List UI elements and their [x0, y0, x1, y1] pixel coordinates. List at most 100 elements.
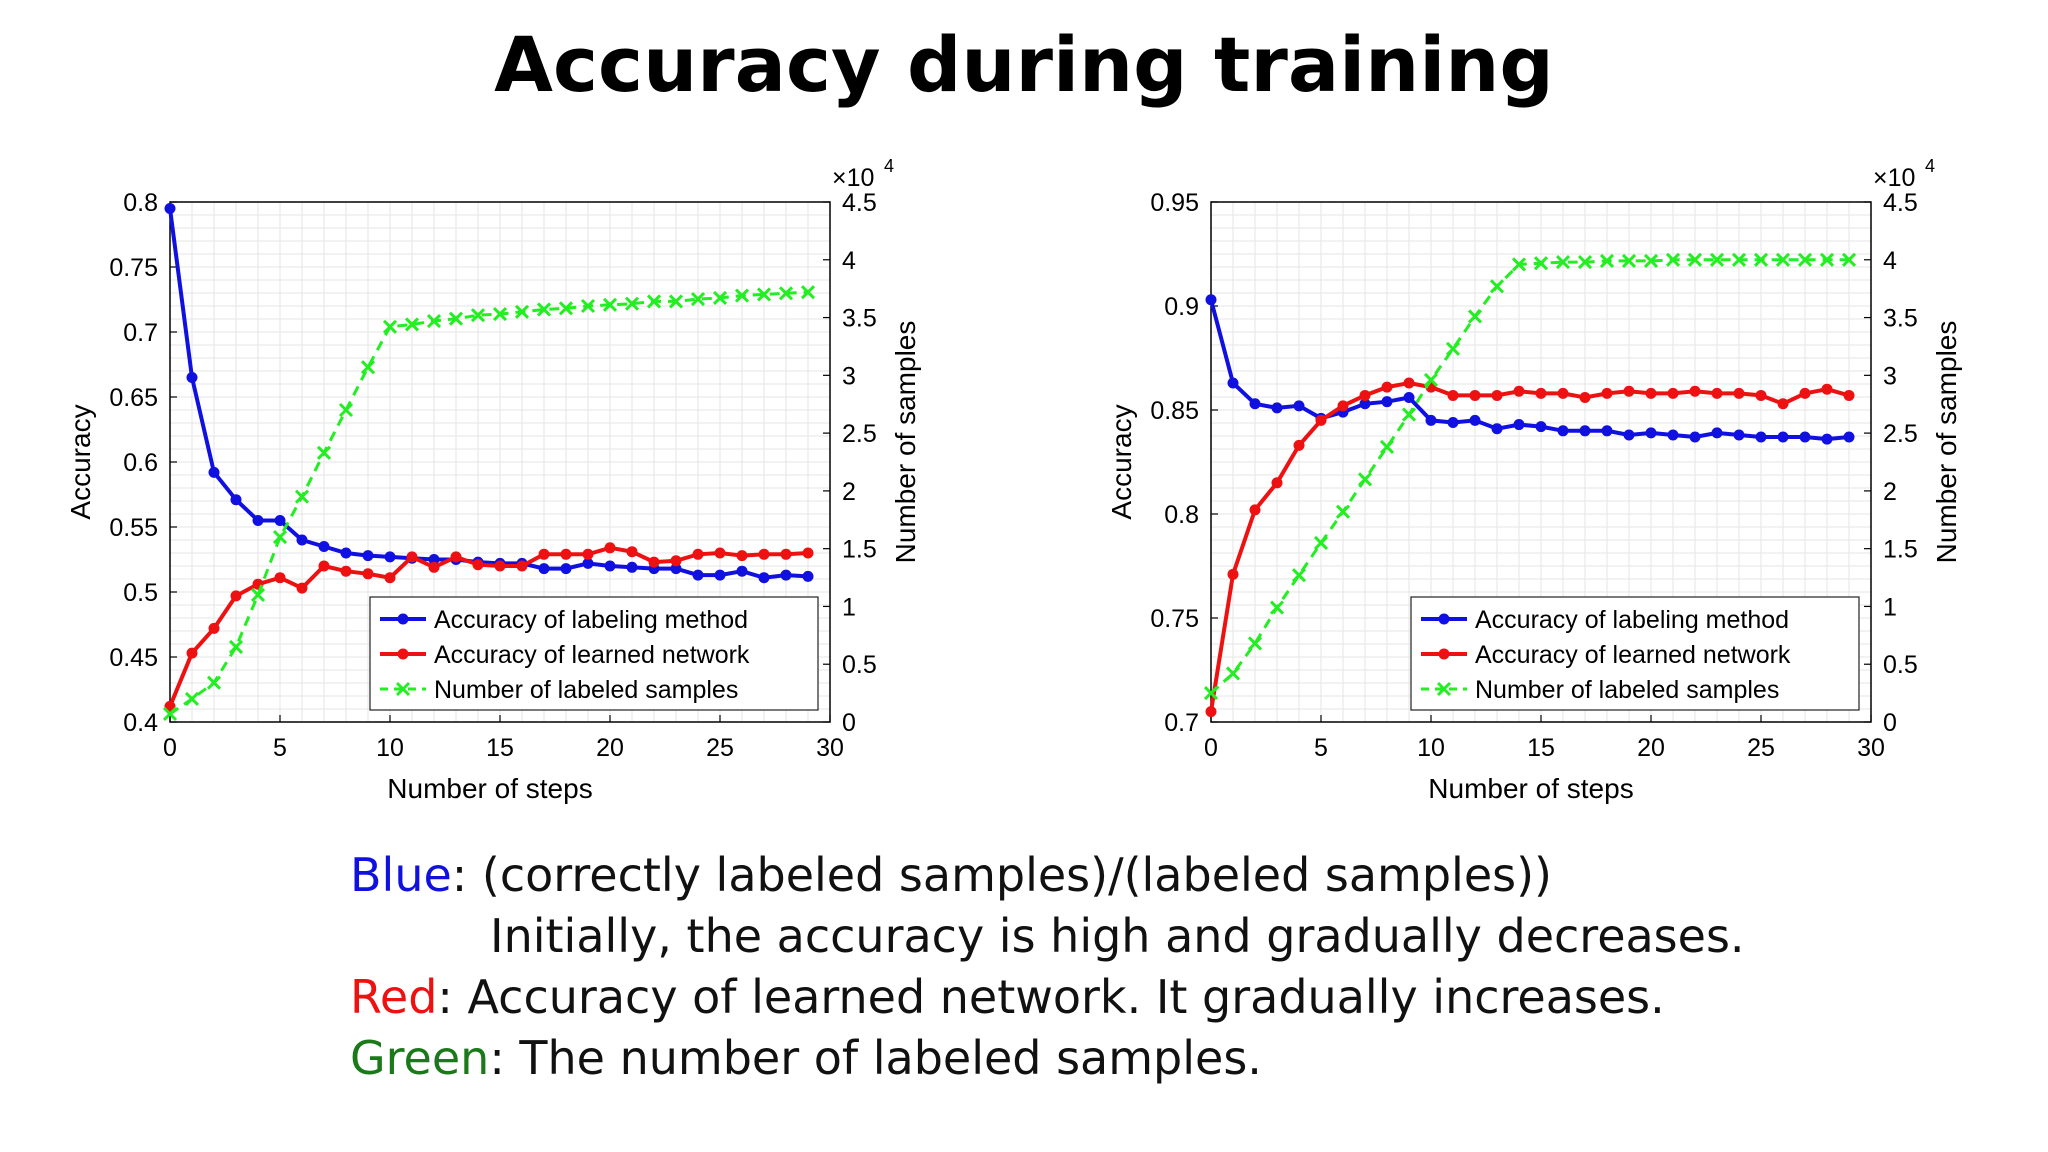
data-point — [1667, 387, 1679, 399]
data-point — [1511, 257, 1527, 272]
data-point — [692, 569, 704, 581]
y2-tick-label: 1 — [1883, 593, 1897, 621]
y2-axis-label: Number of samples — [890, 321, 921, 564]
data-point-stroke — [1577, 255, 1593, 270]
legend-marker — [1438, 613, 1450, 625]
y2-tick-label: 4.5 — [842, 189, 877, 217]
data-point-stroke — [1335, 504, 1351, 519]
legend-item: Accuracy of labeling method — [1421, 606, 1789, 634]
data-point — [1203, 686, 1219, 701]
x-tick-label: 0 — [163, 734, 177, 762]
data-point — [1293, 400, 1305, 412]
data-point-stroke — [294, 489, 310, 504]
data-point — [1535, 387, 1547, 399]
data-point — [1577, 255, 1593, 270]
data-point — [1467, 309, 1483, 324]
data-point — [1843, 431, 1855, 443]
data-point — [626, 546, 638, 558]
data-point — [1469, 414, 1481, 426]
data-point — [1711, 387, 1723, 399]
data-point — [360, 360, 376, 375]
y2-exponent-label: ×10 — [832, 164, 874, 192]
y2-tick-label: 4 — [842, 247, 856, 275]
data-point — [1687, 252, 1703, 267]
data-point — [1557, 425, 1569, 437]
x-axis-label: Number of steps — [387, 773, 592, 804]
data-point — [340, 565, 352, 577]
data-point-stroke — [206, 675, 222, 690]
legend-marker — [395, 681, 411, 697]
data-point — [1645, 427, 1657, 439]
data-point — [230, 590, 242, 602]
data-point — [1623, 385, 1635, 397]
data-point — [472, 559, 484, 571]
x-tick-label: 15 — [1527, 734, 1555, 762]
series-3 — [1203, 252, 1857, 701]
y2-tick-label: 3 — [842, 362, 856, 390]
y2-tick-label: 4.5 — [1883, 189, 1918, 217]
data-point — [1689, 385, 1701, 397]
data-point — [1227, 568, 1239, 580]
data-point — [1777, 398, 1789, 410]
data-point — [734, 288, 750, 303]
data-point-stroke — [1511, 257, 1527, 272]
data-point — [206, 675, 222, 690]
series-2 — [164, 542, 814, 712]
y2-tick-label: 2.5 — [842, 420, 877, 448]
data-point — [1225, 666, 1241, 681]
y-axis-label: Accuracy — [65, 404, 96, 519]
caption-red-line: Red: Accuracy of learned network. It gra… — [350, 967, 1745, 1028]
legend-label: Number of labeled samples — [434, 676, 738, 704]
data-point — [604, 560, 616, 572]
legend-marker — [397, 613, 409, 625]
legend-label: Accuracy of labeling method — [1475, 606, 1789, 634]
x-tick-label: 15 — [486, 734, 514, 762]
data-point — [316, 445, 332, 460]
data-point — [1379, 439, 1395, 455]
y2-tick-label: 0 — [842, 709, 856, 737]
data-point-stroke — [470, 308, 486, 323]
data-point — [1447, 416, 1459, 428]
data-point — [318, 541, 330, 552]
y-tick-label: 0.95 — [1150, 189, 1199, 217]
data-point — [1293, 439, 1305, 451]
data-point — [758, 548, 770, 560]
data-point — [1533, 256, 1549, 271]
data-point — [406, 551, 418, 563]
data-point-stroke — [426, 313, 442, 329]
data-point-stroke — [1423, 372, 1439, 388]
data-point — [426, 313, 442, 329]
data-point — [294, 489, 310, 504]
data-point — [428, 554, 440, 565]
data-point — [164, 203, 176, 214]
data-point — [230, 494, 242, 506]
data-point-stroke — [734, 288, 750, 303]
series-3 — [162, 285, 816, 721]
data-point — [516, 560, 528, 572]
data-point-stroke — [1621, 253, 1637, 268]
data-point — [1205, 706, 1217, 718]
legend-label: Accuracy of learned network — [1475, 641, 1791, 669]
data-point — [538, 548, 550, 560]
data-point — [1579, 392, 1591, 404]
y-tick-label: 0.9 — [1164, 293, 1199, 321]
x-tick-label: 5 — [273, 734, 287, 762]
series-2 — [1205, 377, 1855, 718]
data-point — [184, 691, 200, 706]
series-1 — [1205, 294, 1855, 445]
legend-item: Number of labeled samples — [380, 676, 738, 704]
data-point — [1381, 381, 1393, 393]
data-point — [1755, 431, 1767, 443]
x-tick-label: 25 — [706, 734, 734, 762]
data-point — [582, 548, 594, 560]
data-point-stroke — [1291, 568, 1307, 583]
data-point — [1689, 431, 1701, 443]
data-point-stroke — [1357, 472, 1373, 487]
data-point — [538, 563, 550, 575]
data-point — [1601, 425, 1613, 437]
data-point — [382, 319, 398, 334]
data-point — [274, 572, 286, 584]
data-point — [1357, 472, 1373, 487]
data-point — [1491, 389, 1503, 401]
